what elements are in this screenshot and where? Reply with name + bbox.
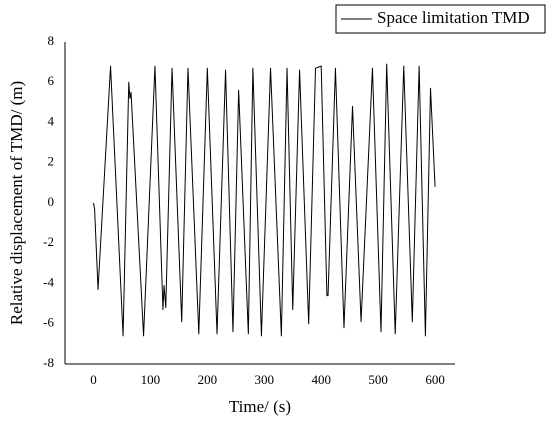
- y-tick-label: -8: [43, 355, 54, 370]
- x-axis-label: Time/ (s): [229, 397, 291, 416]
- y-axis-label: Relative displacement of TMD/ (m): [7, 81, 26, 325]
- x-tick-label: 100: [141, 372, 161, 387]
- x-tick-label: 0: [90, 372, 97, 387]
- y-tick-label: -6: [43, 315, 54, 330]
- x-tick-label: 200: [198, 372, 218, 387]
- y-tick-label: 8: [48, 33, 55, 48]
- x-tick-label: 300: [255, 372, 275, 387]
- y-tick-label: 2: [48, 154, 55, 169]
- y-tick-label: 0: [48, 194, 55, 209]
- data-line: [92, 63, 436, 337]
- y-tick-label: 6: [48, 73, 55, 88]
- y-tick-label: -4: [43, 274, 54, 289]
- x-tick-label: 500: [368, 372, 388, 387]
- y-tick-label: 4: [48, 113, 55, 128]
- x-tick-label: 400: [311, 372, 331, 387]
- x-tick-label: 600: [425, 372, 445, 387]
- y-tick-label: -2: [43, 234, 54, 249]
- legend-label: Space limitation TMD: [377, 8, 530, 27]
